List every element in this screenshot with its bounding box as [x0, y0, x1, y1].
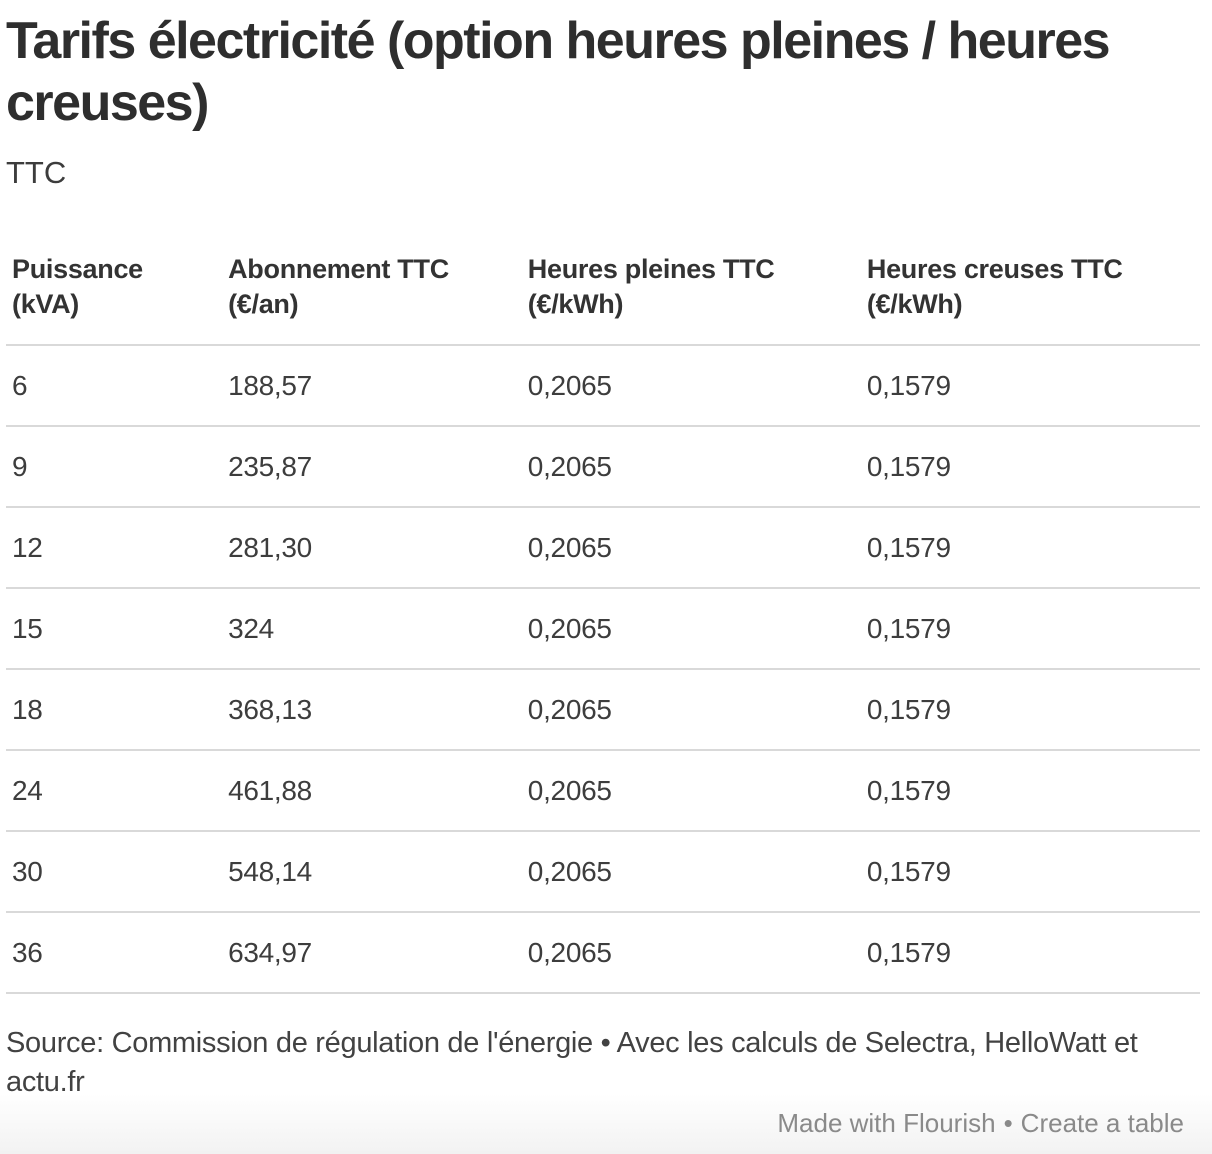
- table-row: 6 188,57 0,2065 0,1579: [6, 345, 1200, 427]
- table-cell: 0,2065: [521, 588, 861, 670]
- table-cell: 188,57: [222, 345, 522, 427]
- column-header: Heures creuses TTC (€/kWh): [860, 226, 1200, 346]
- table-cell: 0,1579: [860, 426, 1200, 508]
- table-cell: 12: [6, 507, 223, 589]
- column-header: Abonnement TTC (€/an): [222, 226, 522, 346]
- page-title: Tarifs électricité (option heures pleine…: [6, 12, 1111, 132]
- table-cell: 18: [6, 669, 223, 751]
- table-cell: 0,1579: [860, 669, 1200, 751]
- column-header: Heures pleines TTC (€/kWh): [521, 226, 861, 346]
- table-cell: 368,13: [222, 669, 522, 751]
- table-cell: 0,1579: [860, 345, 1200, 427]
- table-cell: 0,2065: [521, 426, 861, 508]
- table-row: 15 324 0,2065 0,1579: [6, 588, 1200, 670]
- table-cell: 0,1579: [860, 831, 1200, 913]
- table-cell: 36: [6, 912, 223, 994]
- table-body: 6 188,57 0,2065 0,1579 9 235,87 0,2065 0,1579 12…: [6, 345, 1200, 994]
- table-cell: 548,14: [222, 831, 522, 913]
- credit-separator: •: [1003, 1108, 1013, 1138]
- table-header-row: Puissance (kVA) Abonnement TTC (€/an) Heures…: [6, 226, 1200, 346]
- table-cell: 324: [222, 588, 522, 670]
- table-cell: 9: [6, 426, 223, 508]
- table-row: 30 548,14 0,2065 0,1579: [6, 831, 1200, 913]
- table-cell: 0,1579: [860, 507, 1200, 589]
- table-row: 36 634,97 0,2065 0,1579: [6, 912, 1200, 994]
- table-cell: 281,30: [222, 507, 522, 589]
- source-note: Source: Commission de régulation de l'én…: [6, 1027, 1138, 1098]
- table-cell: 0,2065: [521, 912, 861, 994]
- table-cell: 634,97: [222, 912, 522, 994]
- column-header: Puissance (kVA): [6, 226, 223, 346]
- table-cell: 30: [6, 831, 223, 913]
- table-cell: 461,88: [222, 750, 522, 832]
- table-cell: 0,1579: [860, 750, 1200, 832]
- table-cell: 0,2065: [521, 507, 861, 589]
- table-cell: 235,87: [222, 426, 522, 508]
- table-row: 24 461,88 0,2065 0,1579: [6, 750, 1200, 832]
- page-subtitle: TTC: [6, 155, 67, 190]
- table-cell: 0,2065: [521, 750, 861, 832]
- table-row: 12 281,30 0,2065 0,1579: [6, 507, 1200, 589]
- table-cell: 0,2065: [521, 669, 861, 751]
- table-cell: 24: [6, 750, 223, 832]
- table-cell: 0,1579: [860, 588, 1200, 670]
- table-cell: 0,2065: [521, 831, 861, 913]
- table-cell: 0,2065: [521, 345, 861, 427]
- made-with-flourish-link[interactable]: Made with Flourish: [777, 1108, 996, 1138]
- table-cell: 0,1579: [860, 912, 1200, 994]
- table-cell: 15: [6, 588, 223, 670]
- table-row: 18 368,13 0,2065 0,1579: [6, 669, 1200, 751]
- create-table-link[interactable]: Create a table: [1020, 1108, 1184, 1138]
- table-row: 9 235,87 0,2065 0,1579: [6, 426, 1200, 508]
- data-table: Puissance (kVA) Abonnement TTC (€/an) Heures…: [6, 226, 1200, 994]
- table-cell: 6: [6, 345, 223, 427]
- flourish-credit: Made with Flourish • Create a table: [0, 1094, 1212, 1154]
- table-header: Puissance (kVA) Abonnement TTC (€/an) Heures…: [6, 226, 1200, 346]
